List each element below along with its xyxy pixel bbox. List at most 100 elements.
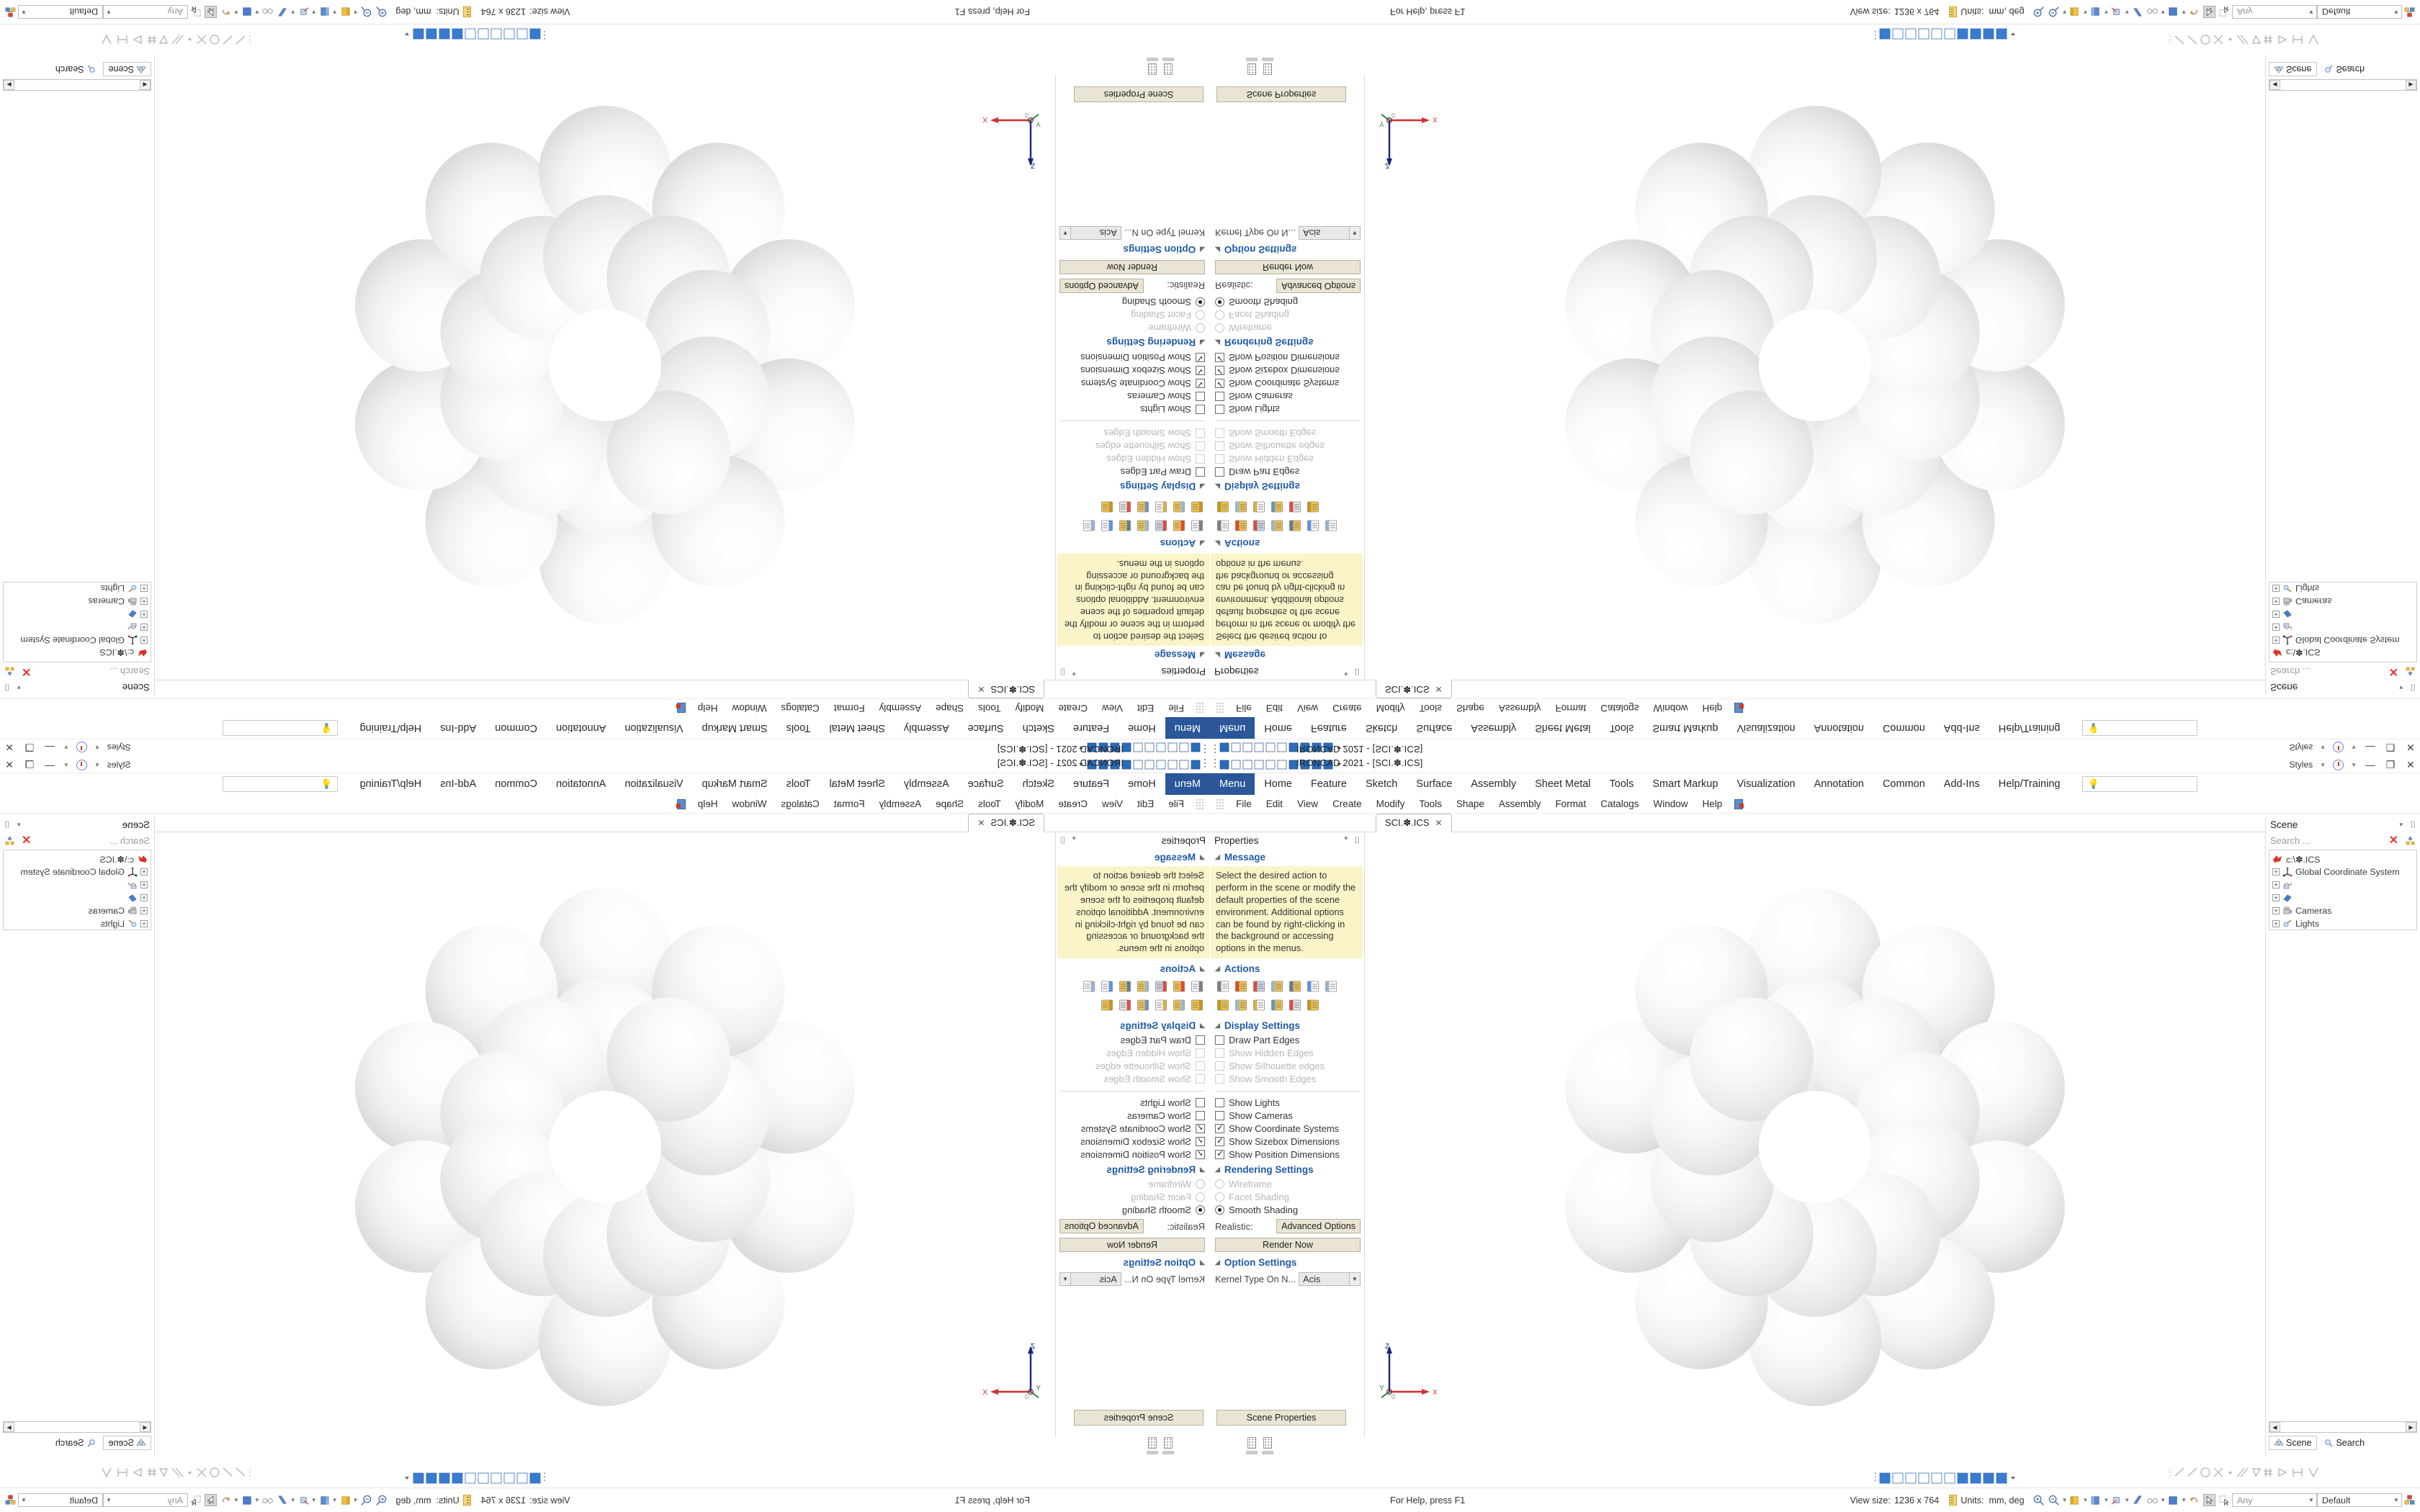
scene-tree-root[interactable]: c:\✽.ICS <box>5 647 149 660</box>
menu-item-tools[interactable]: Tools <box>1419 798 1442 809</box>
actions-section-header[interactable]: ◢ Actions <box>1056 536 1210 552</box>
sketch-edit-icon[interactable] <box>1306 518 1320 533</box>
menu-item-create[interactable]: Create <box>1332 798 1362 809</box>
checkbox-show-position-dimensions[interactable]: Show Position Dimensions <box>1210 1148 1364 1161</box>
menu-grip-handle[interactable] <box>1196 702 1204 714</box>
styles-chevron-down-icon[interactable]: ▼ <box>2320 761 2326 768</box>
checkbox-icon[interactable] <box>1215 366 1224 376</box>
move-chevron-down-icon[interactable]: ▼ <box>2124 9 2130 15</box>
checkbox-show-cameras[interactable]: Show Cameras <box>1210 390 1364 403</box>
message-section-header[interactable]: ◢ Message <box>1210 848 1364 865</box>
glasses-icon[interactable] <box>261 1494 274 1506</box>
scene-horizontal-scrollbar[interactable]: ◀ ▶ <box>2269 1421 2417 1433</box>
tree-filter-icon[interactable] <box>2405 835 2416 846</box>
ribbon-tab-visualization[interactable]: Visualization <box>1736 722 1796 734</box>
scene-chevron-down-icon[interactable]: ▼ <box>2398 821 2404 828</box>
panel-handle-icon[interactable] <box>1247 63 1256 75</box>
checkbox-show-sizebox-dimensions[interactable]: Show Sizebox Dimensions <box>1210 364 1364 377</box>
ribbon-tab-tools[interactable]: Tools <box>1609 778 1634 790</box>
yellow-box-icon[interactable] <box>2069 6 2081 18</box>
ribbon-tab-add-ins[interactable]: Add-Ins <box>440 722 477 734</box>
rendering-settings-section-header[interactable]: ◢ Rendering Settings <box>1210 1161 1364 1177</box>
chevron-down-icon[interactable]: ▼ <box>1060 226 1071 239</box>
style-select[interactable]: Default ▼ <box>2317 1493 2402 1507</box>
display-settings-section-header[interactable]: ◢ Display Settings <box>1210 479 1364 495</box>
menu-item-shape[interactable]: Shape <box>1456 703 1484 714</box>
blue-box-chevron-down-icon[interactable]: ▼ <box>2103 9 2110 15</box>
select-arrow-icon[interactable] <box>205 1494 217 1506</box>
ribbon-tab-sheet-metal[interactable]: Sheet Metal <box>829 722 885 734</box>
ribbon-tab-home[interactable]: Home <box>1264 722 1292 734</box>
scene-horizontal-scrollbar[interactable]: ◀ ▶ <box>3 1421 151 1433</box>
scene-tree-root[interactable]: c:\✽.ICS <box>2271 647 2415 660</box>
menu-item-modify[interactable]: Modify <box>1376 798 1405 809</box>
scene-chevron-down-icon[interactable]: ▼ <box>2398 684 2404 691</box>
scroll-left-icon[interactable]: ◀ <box>140 80 151 90</box>
menu-item-window[interactable]: Window <box>732 703 767 714</box>
ribbon-tab-smart-markup[interactable]: Smart Markup <box>702 722 768 734</box>
actions-section-header[interactable]: ◢ Actions <box>1056 960 1210 976</box>
menu-item-create[interactable]: Create <box>1058 703 1088 714</box>
rendering-settings-section-header[interactable]: ◢ Rendering Settings <box>1056 335 1210 351</box>
styles-label[interactable]: Styles <box>2289 742 2313 752</box>
expand-plus-icon[interactable]: + <box>140 611 148 618</box>
panel-handle-icon[interactable] <box>1148 1437 1157 1449</box>
blue-box-icon[interactable] <box>2089 6 2102 18</box>
checkbox-show-cameras[interactable]: Show Cameras <box>1056 1109 1210 1122</box>
clock-chevron-down-icon[interactable]: ▼ <box>63 761 69 768</box>
ribbon-tab-surface[interactable]: Surface <box>967 722 1004 734</box>
rendering-settings-section-header[interactable]: ◢ Rendering Settings <box>1210 335 1364 351</box>
menu-item-help[interactable]: Help <box>1702 703 1723 714</box>
ribbon-tab-feature[interactable]: Feature <box>1310 722 1347 734</box>
message-section-header[interactable]: ◢ Message <box>1056 848 1210 865</box>
red-x-icon[interactable]: ✕ <box>22 834 32 847</box>
styles-label[interactable]: Styles <box>2289 760 2313 770</box>
scene-tab-scene[interactable]: Scene <box>102 1436 151 1450</box>
snap-toolbar[interactable] <box>86 32 252 48</box>
menu-item-shape[interactable]: Shape <box>1456 798 1484 809</box>
ribbon-tab-tools[interactable]: Tools <box>786 778 811 790</box>
checkbox-draw-part-edges[interactable]: Draw Part Edges <box>1056 466 1210 479</box>
red-x-icon[interactable]: ✕ <box>2388 665 2398 678</box>
panel-handle-icon[interactable] <box>1263 63 1272 75</box>
pin-icon[interactable]: ⌷ <box>1354 834 1360 845</box>
view-orientation-toolbar[interactable] <box>375 24 547 43</box>
tree-filter-icon[interactable] <box>4 667 15 678</box>
scene-tree-node[interactable]: + Global Coordinate System <box>5 634 149 647</box>
section-icon[interactable] <box>2131 6 2143 18</box>
zoom-out-icon[interactable] <box>2048 6 2060 18</box>
minimize-button[interactable]: — <box>2365 742 2375 753</box>
menu-item-assembly[interactable]: Assembly <box>879 798 922 809</box>
curve-icon[interactable] <box>1082 518 1096 533</box>
document-tab-close-icon[interactable]: ✕ <box>1435 684 1443 694</box>
pin-icon[interactable]: ⌷ <box>4 683 10 693</box>
render-now-button[interactable]: Render Now <box>1215 259 1361 274</box>
kernel-type-select[interactable]: Acis ▼ <box>1299 1272 1361 1287</box>
expand-plus-icon[interactable]: + <box>2272 894 2280 901</box>
chevron-down-icon[interactable]: ▼ <box>21 9 27 15</box>
scene-tree-node[interactable]: + Lights <box>2271 582 2415 595</box>
ribbon-tab-feature[interactable]: Feature <box>1310 778 1347 790</box>
scene-tree-root[interactable]: c:\✽.ICS <box>5 852 149 865</box>
scene-tab-scene[interactable]: Scene <box>2269 1436 2318 1450</box>
style-select[interactable]: Default ▼ <box>18 5 103 19</box>
document-tab[interactable]: SCI.✽.ICS ✕ <box>968 814 1044 832</box>
model-blob-ring[interactable] <box>317 78 893 654</box>
blue-box-icon[interactable] <box>318 1494 331 1506</box>
checkbox-draw-part-edges[interactable]: Draw Part Edges <box>1210 466 1364 479</box>
clock-icon[interactable] <box>2333 742 2344 753</box>
expand-plus-icon[interactable]: + <box>140 894 148 901</box>
menu-item-window[interactable]: Window <box>1653 798 1688 809</box>
blue-box-icon[interactable] <box>2089 1494 2102 1506</box>
menu-item-edit[interactable]: Edit <box>1137 703 1155 714</box>
menu-item-format[interactable]: Format <box>1555 798 1587 809</box>
menu-item-create[interactable]: Create <box>1332 703 1362 714</box>
minimize-button[interactable]: — <box>45 759 55 770</box>
expand-plus-icon[interactable]: + <box>2272 907 2280 914</box>
menu-item-modify[interactable]: Modify <box>1376 703 1405 714</box>
expand-plus-icon[interactable]: + <box>140 624 148 631</box>
styles-label[interactable]: Styles <box>107 742 131 752</box>
advanced-options-button[interactable]: Advanced Options <box>1059 1219 1144 1234</box>
menu-item-assembly[interactable]: Assembly <box>879 703 922 714</box>
blue-box-icon[interactable] <box>318 6 331 18</box>
